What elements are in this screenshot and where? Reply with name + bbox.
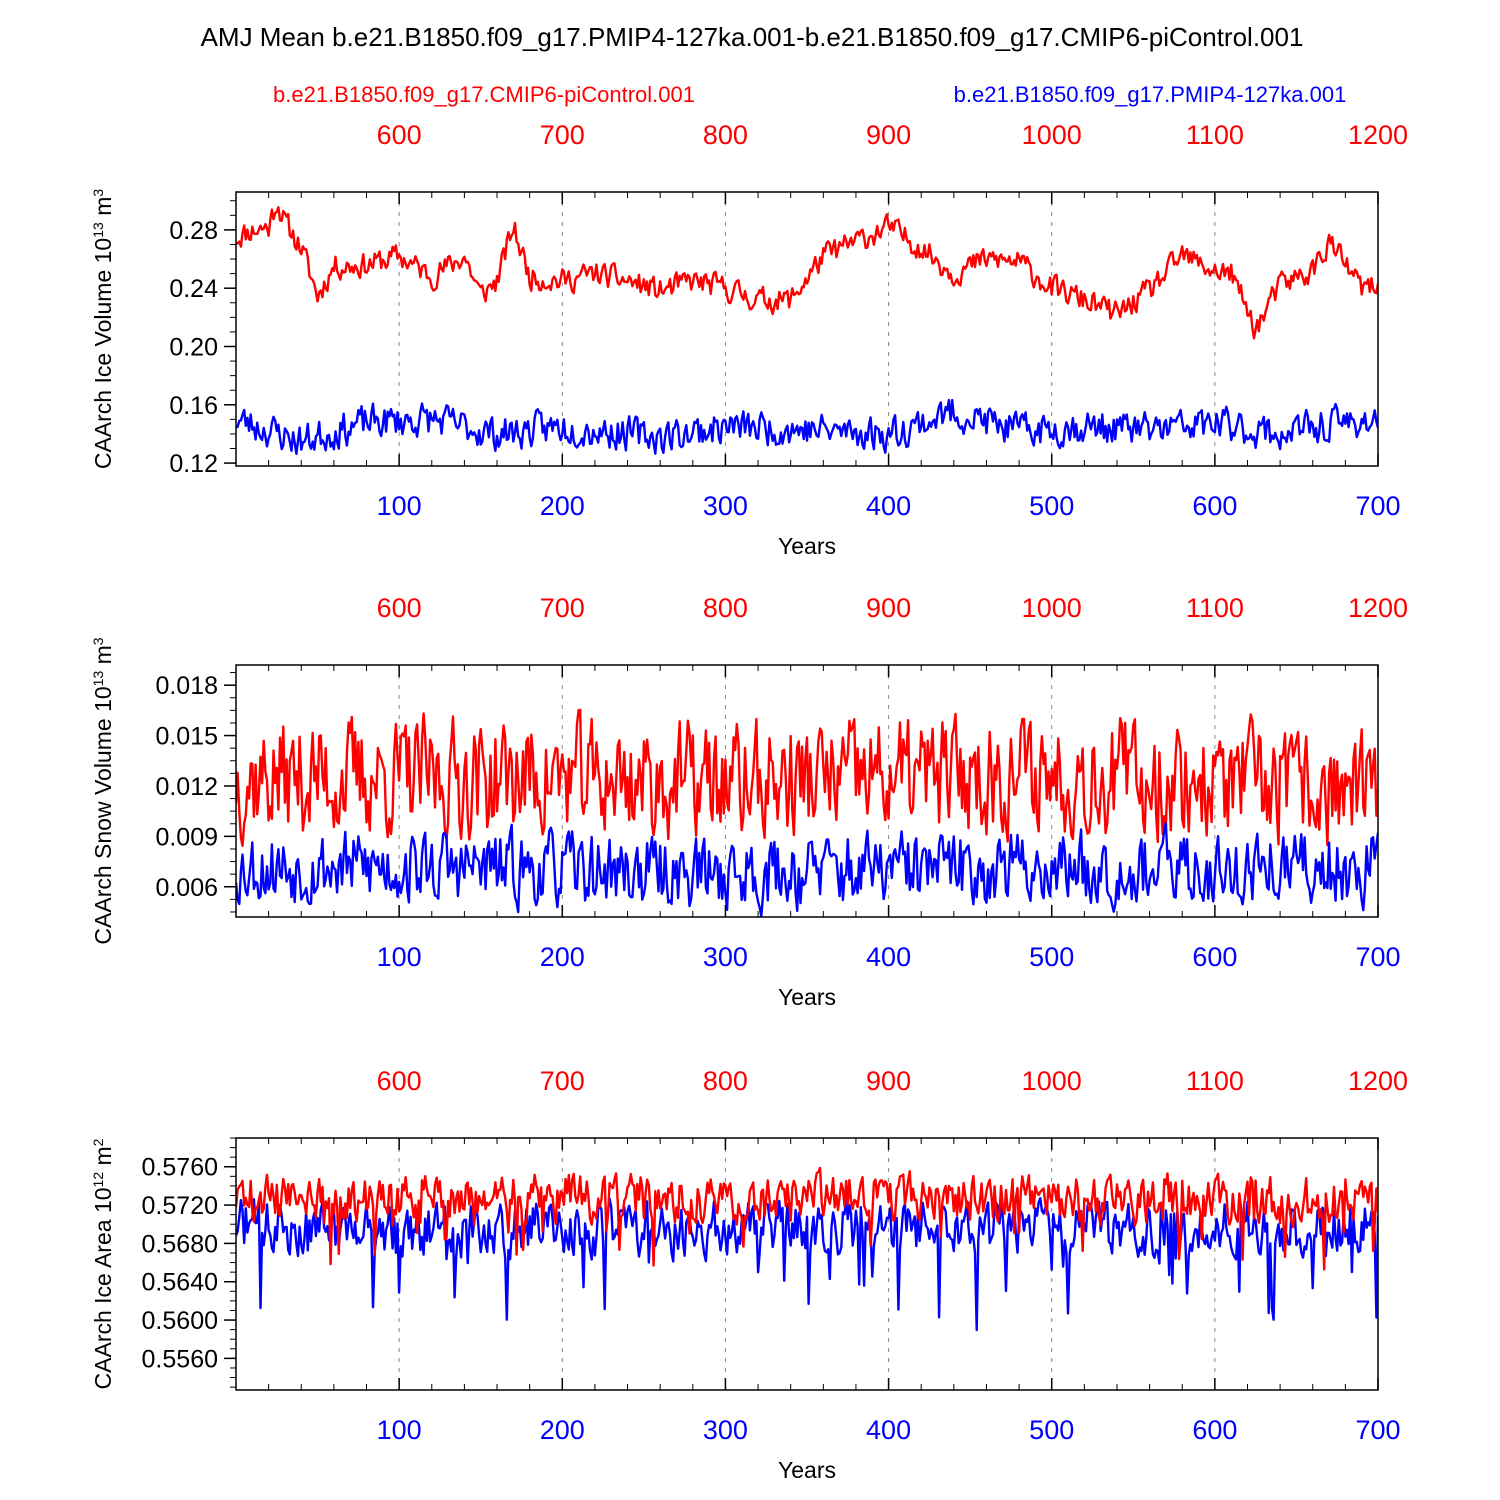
x-tick-label-top: 1100 [1186,120,1244,150]
x-tick-label-bottom: 700 [1355,491,1400,521]
x-tick-label-bottom: 600 [1192,1415,1237,1445]
x-tick-label-top: 800 [703,593,748,623]
y-tick-label: 0.018 [155,672,218,700]
plot-frame [235,1137,1379,1391]
y-tick-label: 0.006 [155,874,218,902]
x-tick-label-top: 1000 [1022,1066,1082,1096]
x-tick-label-bottom: 400 [866,1415,911,1445]
x-tick-label-top: 1000 [1022,593,1082,623]
y-axis-label: CAArch Ice Area 1012 m2 [90,1138,116,1389]
x-tick-label-bottom: 100 [377,942,422,972]
x-tick-label-top: 800 [703,120,748,150]
y-tick-label: 0.5760 [142,1154,218,1182]
y-axis-label-exponent: 13 [90,671,106,687]
x-axis-label: Years [778,533,836,559]
y-tick-label: 0.015 [155,723,218,751]
x-tick-label-bottom: 200 [540,942,585,972]
series-line-a [236,1197,1378,1332]
x-tick-label-top: 900 [866,593,911,623]
x-tick-label-bottom: 500 [1029,1415,1074,1445]
y-axis-label: CAArch Ice Volume 1013 m3 [90,189,116,470]
y-tick-label: 0.5640 [142,1269,218,1297]
x-tick-label-bottom: 600 [1192,942,1237,972]
y-tick-label: 0.16 [169,392,218,420]
x-axis-label: Years [778,984,836,1010]
x-tick-label-top: 600 [377,593,422,623]
x-tick-label-top: 900 [866,1066,911,1096]
x-tick-label-bottom: 700 [1355,942,1400,972]
x-tick-label-bottom: 500 [1029,942,1074,972]
y-tick-label: 0.012 [155,773,218,801]
y-axis-label-main: CAArch Ice Volume 10 [90,238,116,469]
series-line-b [236,398,1378,455]
y-axis-label-unit: m [90,645,116,671]
x-tick-label-bottom: 400 [866,491,911,521]
plot-frame [235,191,1379,467]
x-tick-label-top: 1100 [1186,593,1244,623]
y-axis-label-exponent: 12 [90,1172,106,1188]
x-tick-label-top: 800 [703,1066,748,1096]
x-tick-label-bottom: 100 [377,1415,422,1445]
y-axis-label-main: CAArch Snow Volume 10 [90,686,116,944]
y-tick-label: 0.009 [155,823,218,851]
series-line-b [236,1166,1378,1271]
y-tick-label: 0.5560 [142,1345,218,1373]
x-tick-label-top: 700 [540,1066,585,1096]
y-tick-label: 0.5720 [142,1192,218,1220]
ice-volume-panel: 0.12 0.16 0.20 0.24 0.28 100 200 300 400 500 600 70… [90,120,1408,559]
x-tick-label-bottom: 100 [377,491,422,521]
y-axis-label-exponent: 13 [90,222,106,238]
y-axis-label-unit: m [90,197,116,223]
x-tick-label-top: 700 [540,593,585,623]
x-axis-label: Years [778,1457,836,1483]
x-tick-label-bottom: 200 [540,491,585,521]
series-line-a [236,206,1378,340]
x-tick-label-bottom: 500 [1029,491,1074,521]
y-tick-label: 0.20 [169,333,218,361]
x-tick-label-bottom: 300 [703,1415,748,1445]
x-tick-label-top: 700 [540,120,585,150]
y-axis-label-unit: m [90,1146,116,1172]
y-axis-label-main: CAArch Ice Area 10 [90,1187,116,1389]
y-axis-label-unit-exponent: 3 [90,189,106,197]
x-tick-label-top: 1200 [1348,120,1408,150]
legend-pmip-label: b.e21.B1850.f09_g17.PMIP4-127ka.001 [954,82,1347,107]
x-tick-label-bottom: 300 [703,491,748,521]
y-tick-label: 0.24 [169,275,218,303]
x-tick-label-top: 600 [377,1066,422,1096]
y-axis-label-unit-exponent: 2 [90,1138,106,1146]
y-tick-label: 0.5680 [142,1230,218,1258]
x-tick-label-top: 1200 [1348,1066,1408,1096]
plot-frame [235,664,1379,918]
legend-control-label: b.e21.B1850.f09_g17.CMIP6-piControl.001 [273,82,695,107]
x-tick-label-bottom: 700 [1355,1415,1400,1445]
snow-volume-panel: 0.006 0.009 0.012 0.015 0.018 100 200 300 400 500… [90,593,1408,1010]
series-line-a [236,708,1378,847]
series-line-b [236,822,1378,917]
ice-area-panel: 0.5560 0.5600 0.5640 0.5680 0.5720 0.5760 100 2… [90,1066,1408,1483]
y-axis-label-unit-exponent: 3 [90,637,106,645]
x-tick-label-bottom: 200 [540,1415,585,1445]
y-tick-label: 0.28 [169,217,218,245]
y-axis-label: CAArch Snow Volume 1013 m3 [90,637,116,944]
figure-title: AMJ Mean b.e21.B1850.f09_g17.PMIP4-127ka… [201,22,1304,52]
x-tick-label-top: 600 [377,120,422,150]
x-tick-label-bottom: 600 [1192,491,1237,521]
x-tick-label-top: 1200 [1348,593,1408,623]
y-tick-label: 0.12 [169,450,218,478]
y-tick-label: 0.5600 [142,1307,218,1335]
x-tick-label-top: 900 [866,120,911,150]
x-tick-label-bottom: 300 [703,942,748,972]
x-tick-label-bottom: 400 [866,942,911,972]
x-tick-label-top: 1100 [1186,1066,1244,1096]
x-tick-label-top: 1000 [1022,120,1082,150]
